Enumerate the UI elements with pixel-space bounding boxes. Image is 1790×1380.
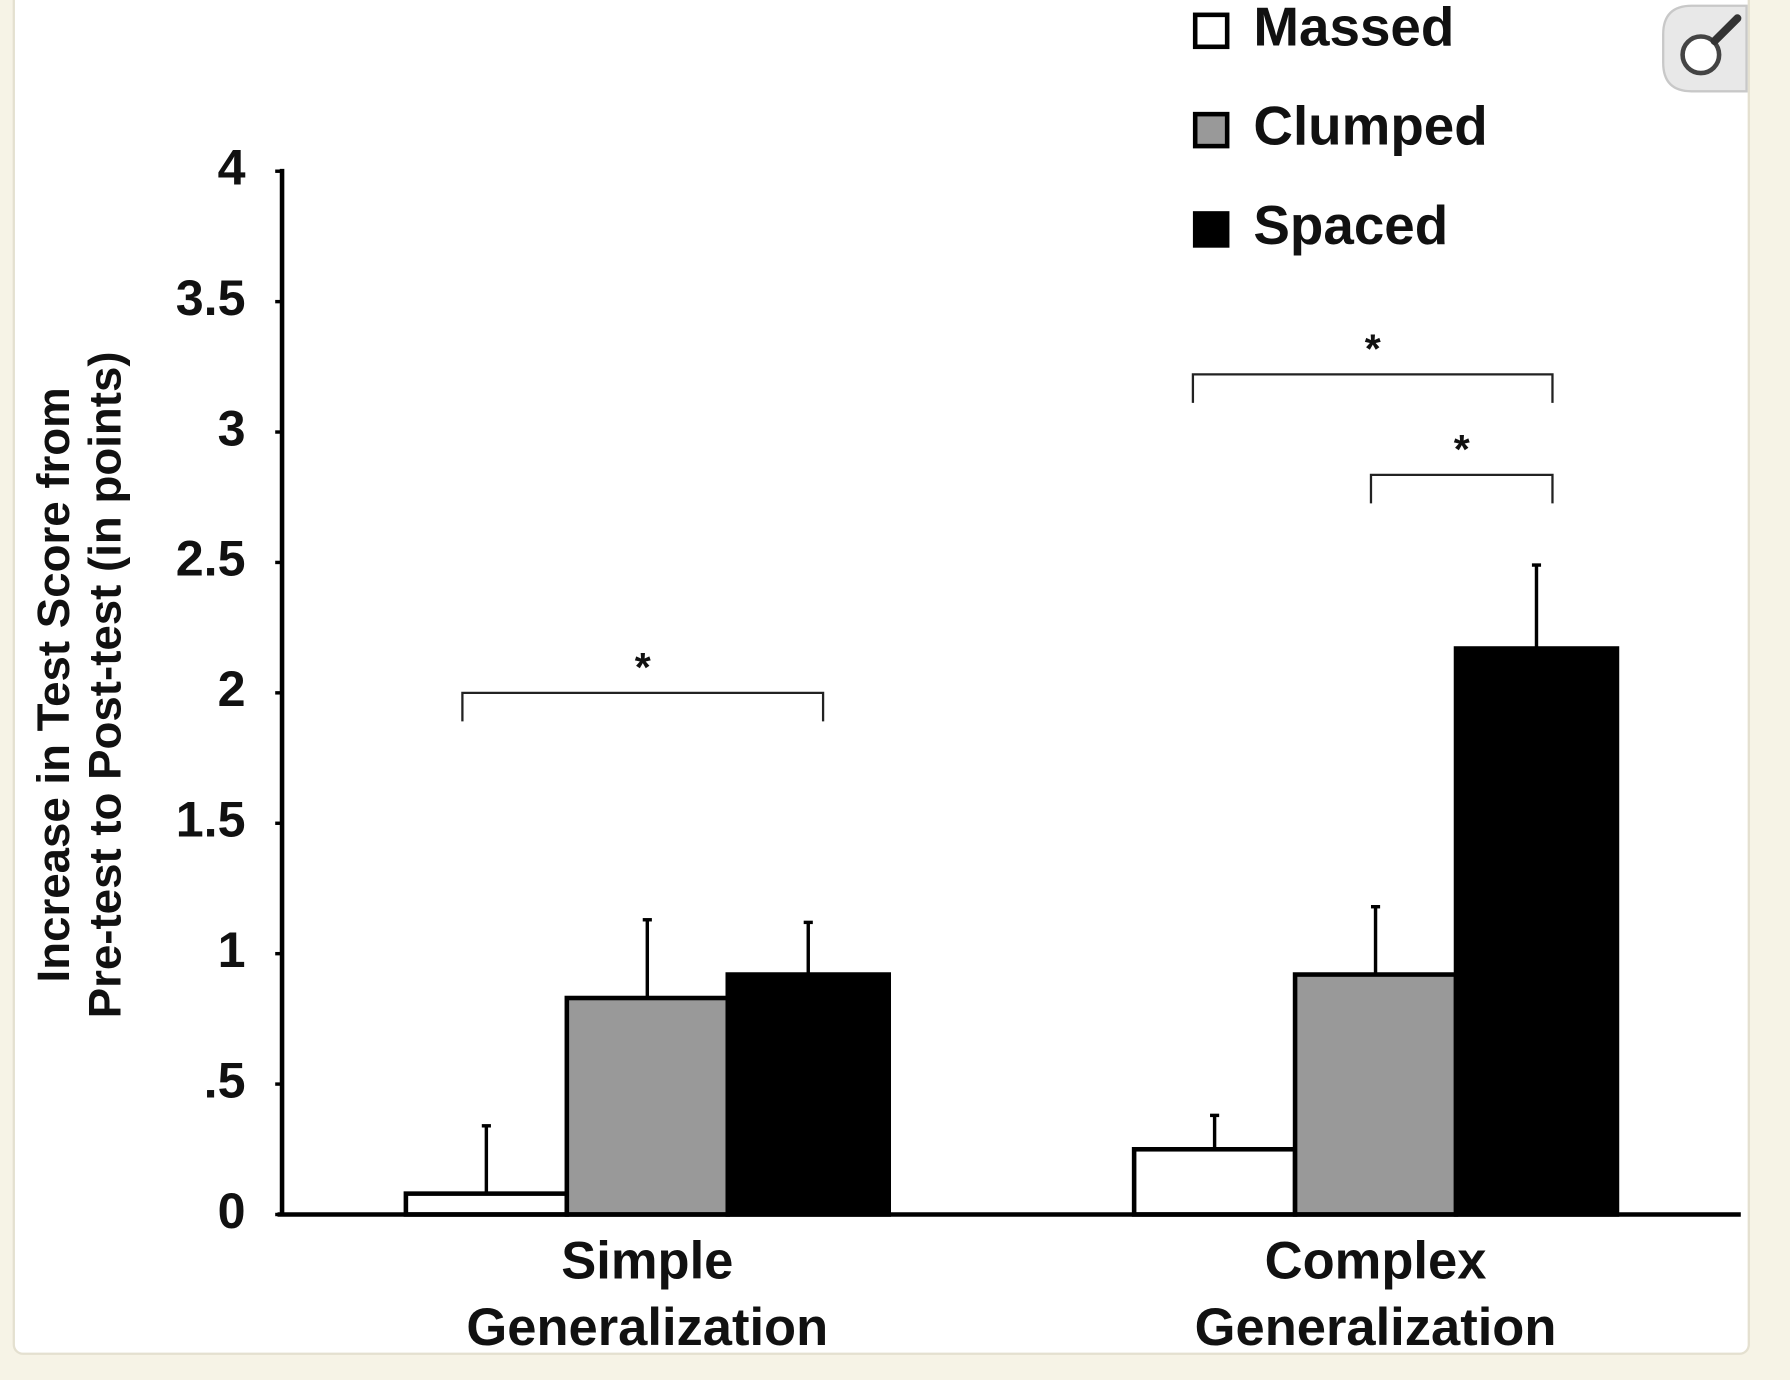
significance-label: * bbox=[635, 644, 651, 690]
legend-swatch bbox=[1192, 12, 1230, 50]
significance-bracket bbox=[1369, 473, 1554, 504]
bar bbox=[403, 1191, 570, 1217]
x-tick-label: Complex Generalization bbox=[1195, 1232, 1557, 1357]
zoom-icon-handle[interactable] bbox=[1710, 14, 1742, 46]
x-tick-label: Simple Generalization bbox=[466, 1232, 828, 1357]
legend-swatch bbox=[1192, 111, 1230, 149]
significance-label: * bbox=[1365, 325, 1381, 371]
y-tick-label: 0 bbox=[218, 1183, 246, 1239]
bar bbox=[1453, 646, 1620, 1217]
y-tick-label: 2.5 bbox=[176, 531, 246, 587]
y-tick-label: 3.5 bbox=[176, 270, 246, 326]
significance-label: * bbox=[1454, 426, 1470, 472]
y-axis-label: Pre-test to Post-test (in points) bbox=[80, 351, 131, 1018]
y-tick-label: 2 bbox=[218, 661, 246, 717]
bar bbox=[1131, 1147, 1298, 1217]
legend-label: Spaced bbox=[1253, 194, 1448, 256]
bar bbox=[564, 995, 731, 1217]
significance-bracket bbox=[461, 691, 825, 722]
legend-swatch bbox=[1192, 211, 1230, 248]
zoom-button[interactable] bbox=[1662, 4, 1748, 93]
bar bbox=[1292, 972, 1459, 1217]
y-tick-label: 1.5 bbox=[176, 792, 246, 848]
bar bbox=[725, 972, 892, 1217]
significance-bracket bbox=[1191, 373, 1554, 403]
y-tick-label: 3 bbox=[218, 400, 246, 456]
y-tick-label: 1 bbox=[218, 922, 246, 978]
y-axis-label: Increase in Test Score from bbox=[28, 387, 79, 982]
legend-label: Clumped bbox=[1253, 95, 1487, 157]
legend-label: Massed bbox=[1253, 0, 1454, 57]
y-tick-label: .5 bbox=[204, 1052, 246, 1108]
y-tick-label: 4 bbox=[218, 139, 246, 195]
zoom-icon-lens[interactable] bbox=[1680, 34, 1722, 76]
